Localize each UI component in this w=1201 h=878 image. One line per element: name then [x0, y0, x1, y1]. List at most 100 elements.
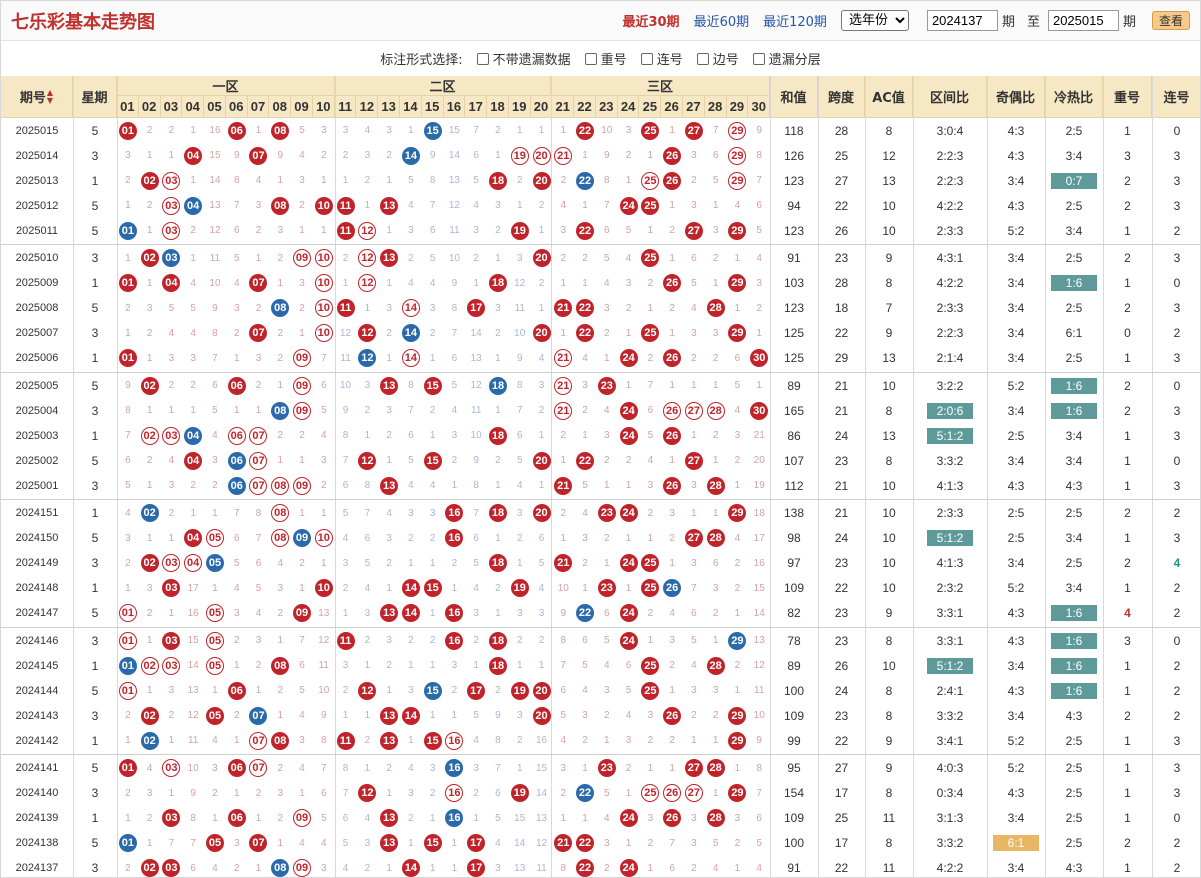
issue-cell: 2024149	[15, 557, 59, 570]
sum-cell: 91	[787, 861, 801, 876]
number-cell: 11	[204, 246, 226, 271]
number-cell: 09	[291, 346, 313, 371]
missing-count: 1	[560, 455, 567, 467]
span-cell: 24	[834, 531, 849, 546]
winning-ball: 28	[706, 759, 725, 777]
span-cell: 21	[834, 506, 849, 520]
missing-count: 7	[190, 837, 196, 849]
missing-count: 15	[514, 812, 526, 824]
zone-ratio-cell: 3:3:1	[936, 633, 964, 648]
number-cell: 1	[574, 143, 596, 168]
number-cell: 3	[639, 703, 661, 728]
span-cell: 22	[834, 198, 849, 213]
number-cell: 01	[117, 831, 139, 856]
number-cell: 1	[727, 678, 749, 703]
col-issue-header[interactable]: 期号 ▲ ▼	[1, 76, 73, 118]
winning-ball: 15	[423, 376, 442, 395]
zone-ratio-cell: 2:3:2	[936, 581, 964, 596]
missing-count: 7	[451, 327, 458, 339]
query-button[interactable]: 查看	[1151, 11, 1190, 30]
option-edge[interactable]: 边号	[696, 49, 739, 68]
number-cell: 2	[161, 373, 183, 398]
missing-count: 2	[582, 735, 588, 747]
winning-ball: 21	[554, 554, 573, 573]
number-cell: 5	[117, 473, 139, 498]
number-cell: 2	[465, 628, 487, 653]
missing-count: 1	[582, 200, 588, 212]
checkbox-icon[interactable]	[584, 52, 597, 65]
period-link-120[interactable]: 最近120期	[763, 15, 827, 30]
period-link-60[interactable]: 最近60期	[693, 15, 750, 30]
checkbox-icon[interactable]	[696, 52, 709, 65]
missing-count: 5	[125, 480, 131, 492]
special-ball: 01	[118, 221, 137, 240]
number-cell: 2	[182, 373, 204, 398]
sum-cell: 100	[783, 683, 805, 698]
number-cell: 7	[748, 168, 770, 193]
missing-count: 3	[560, 225, 567, 237]
checkbox-icon[interactable]	[476, 52, 489, 65]
issue-end-input[interactable]	[1047, 10, 1119, 31]
year-select[interactable]: 选年份	[840, 10, 909, 31]
winning-ball: 26	[663, 706, 682, 725]
number-cell: 21	[552, 143, 574, 168]
missing-count: 14	[535, 787, 548, 799]
number-cell: 1	[269, 831, 291, 856]
missing-count: 3	[125, 150, 131, 162]
issue-start-input[interactable]	[926, 10, 998, 31]
number-cell: 2	[552, 168, 574, 193]
checkbox-icon[interactable]	[640, 52, 653, 65]
winning-ball: 26	[663, 171, 682, 190]
span-cell: 27	[834, 761, 849, 775]
zone-ratio-cell: 5:1:2	[913, 653, 987, 678]
number-cell: 3	[161, 346, 183, 371]
winning-ball: 17	[467, 299, 486, 318]
missing-count: 8	[604, 175, 610, 187]
winning-ball: 27	[684, 221, 703, 240]
number-cell: 5	[335, 501, 357, 526]
number-cell: 7	[313, 756, 335, 781]
number-cell: 26	[661, 423, 683, 448]
option-consecutive[interactable]: 连号	[640, 49, 683, 68]
option-missing-layer[interactable]: 遗漏分层	[752, 49, 821, 68]
number-cell: 19	[748, 473, 770, 498]
number-cell: 1	[509, 193, 531, 218]
span-cell: 18	[834, 301, 849, 316]
period-link-30[interactable]: 最近30期	[622, 15, 680, 30]
option-no-missing[interactable]: 不带遗漏数据	[476, 49, 571, 68]
number-cell: 18	[487, 373, 509, 398]
winning-ball: 26	[663, 401, 682, 420]
week-cell: 5	[91, 836, 99, 851]
missing-count: 1	[321, 557, 327, 569]
hot-cold-cell: 4:3	[1065, 861, 1083, 876]
missing-count: 6	[125, 455, 131, 467]
number-cell: 4	[161, 321, 183, 346]
winning-ball: 28	[706, 401, 725, 420]
missing-count: 2	[364, 405, 371, 417]
number-cell: 1	[378, 448, 400, 473]
missing-count: 3	[386, 635, 392, 646]
sort-icon[interactable]: ▲ ▼	[46, 87, 54, 105]
table-row: 2025008 5 2 3 5 5 9 3 2 08 2 10 11 1 3 14 3 8 17 3 11 1 21 22 3 2…	[1, 296, 1200, 321]
winning-ball: 24	[619, 401, 638, 420]
missing-count: 9	[756, 125, 762, 136]
issue-cell: 2025008	[15, 302, 59, 315]
issue-cell: 2024143	[15, 709, 59, 722]
missing-count: 1	[625, 532, 632, 544]
winning-ball: 24	[619, 604, 638, 623]
number-cell: 5	[313, 398, 335, 423]
number-cell: 02	[139, 856, 161, 877]
number-cell: 7	[248, 526, 270, 551]
missing-count: 3	[473, 225, 479, 237]
option-repeat[interactable]: 重号	[584, 49, 627, 68]
missing-count: 3	[451, 660, 458, 672]
odd-even-cell: 6:1	[987, 831, 1045, 856]
number-cell: 6	[683, 601, 705, 626]
number-cell: 04	[182, 448, 204, 473]
number-cell: 22	[574, 831, 596, 856]
checkbox-icon[interactable]	[752, 52, 765, 65]
consecutive-cell: 0	[1173, 378, 1181, 393]
missing-count: 4	[342, 862, 349, 874]
winning-ball: 25	[641, 579, 660, 598]
missing-count: 1	[473, 277, 479, 289]
